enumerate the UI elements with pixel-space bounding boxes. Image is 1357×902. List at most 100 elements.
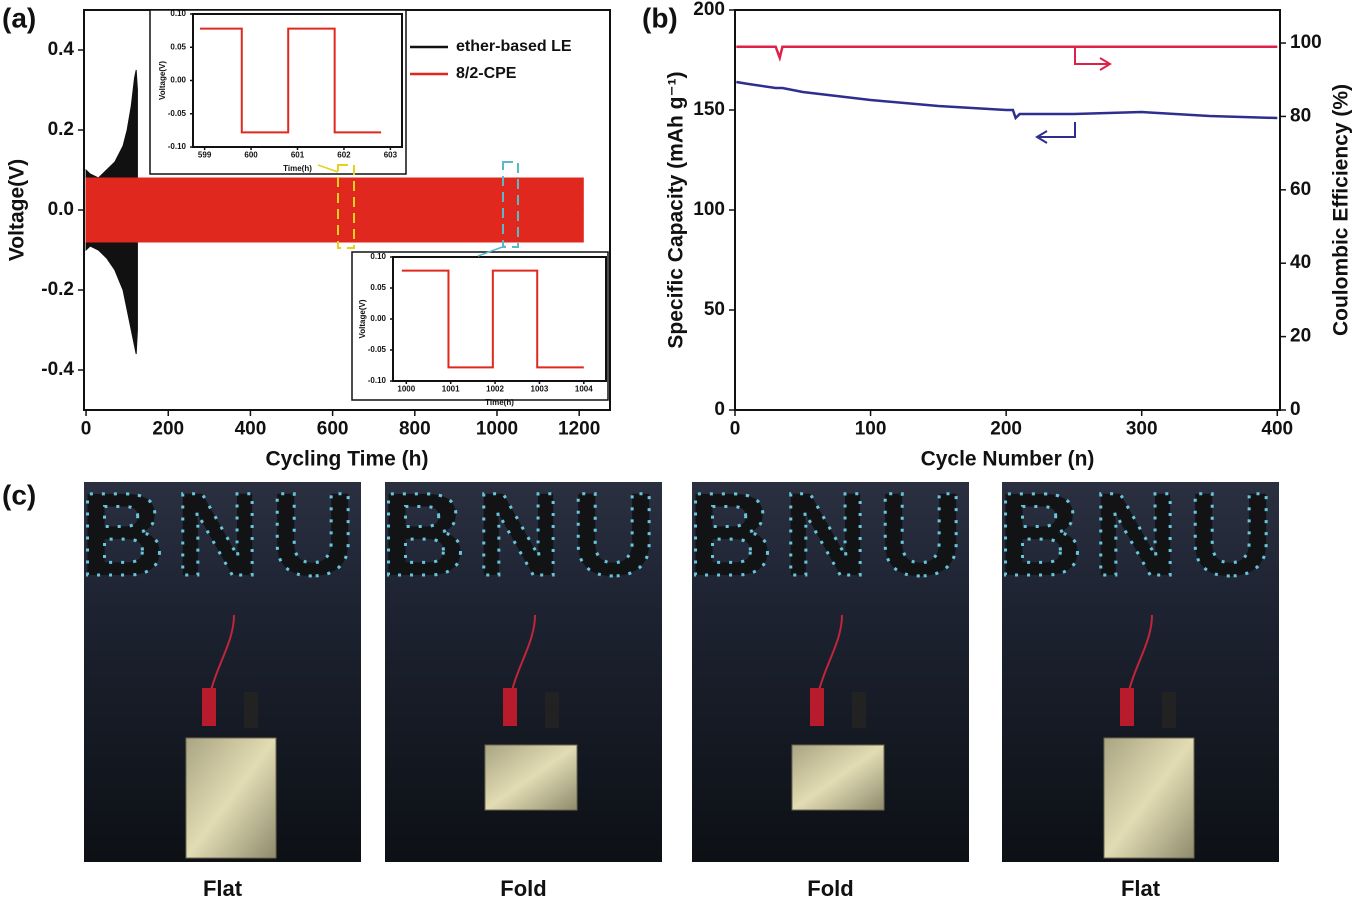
axis-arrow [1074, 46, 1112, 71]
clip-black [852, 692, 866, 728]
y-tick-label: 0.10 [170, 9, 186, 18]
y-tick-label: -0.10 [368, 376, 387, 385]
pouch-cell [484, 744, 578, 811]
y2-axis-title: Coulombic Efficiency (%) [1330, 84, 1353, 336]
clip-red [1120, 688, 1134, 726]
axis-arrow [1035, 122, 1076, 144]
x-tick-label: 1000 [476, 418, 518, 439]
y-tick-label: 150 [693, 99, 725, 120]
data-line [401, 269, 584, 369]
legend-label: ether-based LE [456, 38, 572, 55]
x-tick-label: 800 [399, 418, 431, 439]
x-tick-label: 400 [1261, 418, 1293, 439]
y-axis-title: Voltage(V) [358, 299, 367, 338]
y-tick-label: 0.0 [48, 199, 74, 220]
y2-tick-label: 60 [1290, 179, 1311, 200]
photo: BNU Fold [686, 468, 974, 901]
photo: BNU Flat [78, 468, 366, 901]
panel-label: (a) [2, 2, 36, 33]
x-tick-label: 1000 [397, 385, 415, 394]
y-tick-label: -0.05 [168, 109, 187, 118]
y2-tick-label: 0 [1290, 399, 1301, 420]
plot-area [401, 269, 584, 369]
photo-caption: Fold [500, 876, 546, 901]
voltage-band [85, 69, 138, 211]
x-tick-label: 1001 [442, 385, 460, 394]
x-tick-label: 602 [337, 151, 351, 160]
y-axis-title: Specific Capacity (mAh g⁻¹) [665, 71, 688, 348]
x-tick-label: 0 [81, 418, 92, 439]
voltage-band [85, 209, 138, 355]
plot-frame [734, 9, 1281, 411]
clip-red [503, 688, 517, 726]
y-axis-title: Voltage(V) [158, 61, 167, 100]
panel-label: (b) [642, 2, 678, 33]
x-tick-label: 600 [317, 418, 349, 439]
y-tick-label: 0.2 [48, 119, 74, 140]
y-tick-label: -0.2 [41, 279, 74, 300]
x-tick-label: 200 [152, 418, 184, 439]
y-tick-label: 0 [714, 399, 725, 420]
x-tick-label: 0 [730, 418, 741, 439]
x-tick-label: 1002 [486, 385, 504, 394]
photo: BNU Flat [996, 468, 1284, 901]
zoom-box [502, 161, 519, 248]
x-tick-label: 200 [990, 418, 1022, 439]
inset-background [149, 9, 407, 175]
x-axis-title: Time(h) [283, 164, 312, 173]
data-line [199, 27, 382, 134]
clip-red [202, 688, 216, 726]
clip-red [810, 688, 824, 726]
y-tick-label: 0.05 [170, 42, 186, 51]
x-tick-label: 599 [198, 151, 212, 160]
led-sign: BNU [381, 469, 667, 601]
led-sign: BNU [998, 469, 1284, 601]
voltage-band [85, 177, 584, 211]
led-sign: BNU [80, 469, 366, 601]
x-axis-title: Cycling Time (h) [266, 448, 429, 471]
y-tick-label: 0.00 [370, 314, 386, 323]
y-tick-label: 0.10 [370, 252, 386, 261]
zoom-arrow [477, 245, 506, 257]
x-tick-label: 1004 [575, 385, 593, 394]
y-axis-title: Voltage(V) [6, 159, 29, 261]
voltage-band [85, 209, 584, 243]
x-tick-label: 300 [1126, 418, 1158, 439]
y2-tick-label: 80 [1290, 105, 1311, 126]
pouch-cell [185, 737, 277, 859]
pouch-cell [1103, 737, 1195, 859]
y-tick-label: -0.4 [41, 359, 74, 380]
legend-label: 8/2-CPE [456, 65, 517, 82]
data-line [736, 80, 1278, 121]
x-axis-title: Cycle Number (n) [921, 448, 1095, 471]
x-tick-label: 601 [291, 151, 305, 160]
pouch-cell [791, 744, 885, 811]
y-tick-label: -0.05 [368, 345, 387, 354]
inset-background [351, 251, 609, 401]
y-tick-label: 100 [693, 199, 725, 220]
clip-black [244, 692, 258, 728]
panel-label: (c) [2, 479, 36, 510]
photo: BNU Fold [379, 468, 667, 901]
x-tick-label: 100 [855, 418, 887, 439]
y-tick-label: 200 [693, 0, 725, 20]
photo-caption: Flat [1121, 876, 1161, 901]
photo-caption: Fold [807, 876, 853, 901]
zoom-arrow [317, 164, 339, 173]
data-line [736, 45, 1278, 62]
x-tick-label: 600 [244, 151, 258, 160]
plot-area [85, 69, 584, 355]
x-tick-label: 400 [235, 418, 267, 439]
led-sign: BNU [688, 469, 974, 601]
photo-caption: Flat [203, 876, 243, 901]
x-axis-title: Time(h) [485, 398, 514, 407]
x-tick-label: 1003 [531, 385, 549, 394]
y-tick-label: 0.05 [370, 283, 386, 292]
zoom-box [337, 164, 355, 249]
y-tick-label: 50 [704, 299, 725, 320]
y-tick-label: 0.4 [48, 39, 75, 60]
y2-tick-label: 100 [1290, 32, 1322, 53]
clip-black [545, 692, 559, 728]
clip-black [1162, 692, 1176, 728]
